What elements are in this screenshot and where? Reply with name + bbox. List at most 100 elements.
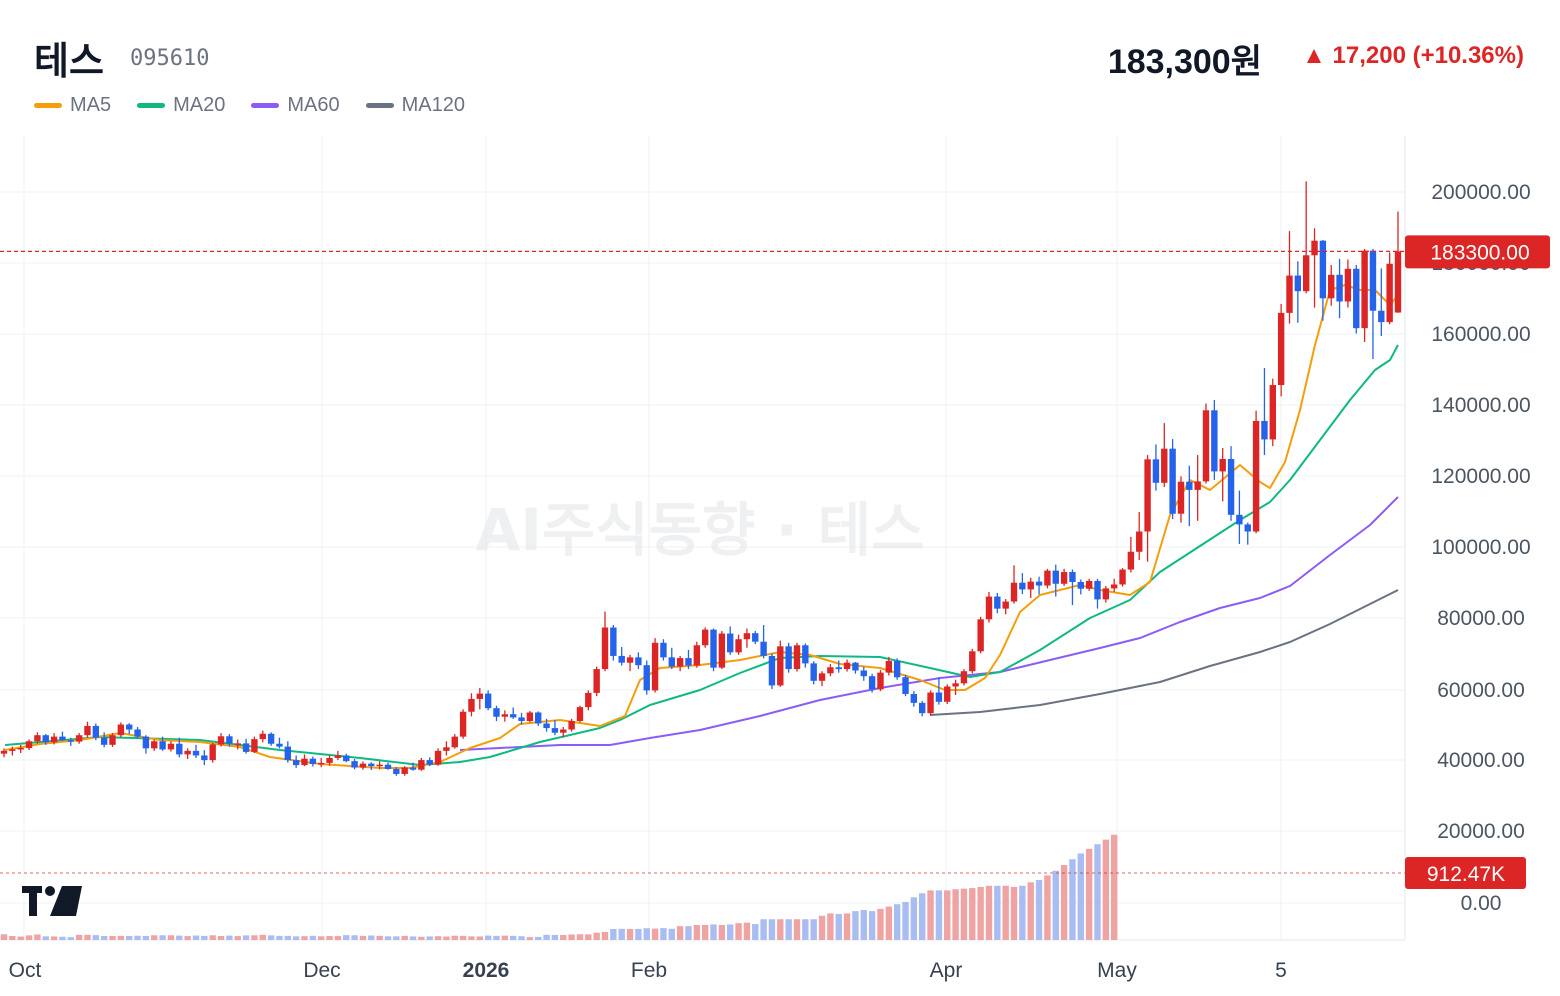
candle-body [1136, 531, 1143, 552]
volume-bar [994, 885, 1001, 940]
candle-body [601, 627, 609, 670]
volume-bar [718, 925, 726, 940]
volume-bar [100, 935, 108, 940]
candle-body [618, 655, 625, 663]
last-price-label: 183300.00 [1430, 241, 1529, 264]
volume-bar [610, 929, 617, 940]
candle-body [493, 708, 500, 717]
volume-bar [1027, 882, 1034, 940]
candle-body [877, 672, 884, 690]
volume-bar [42, 936, 49, 940]
x-tick-label: 5 [1275, 959, 1287, 982]
candle-body [1144, 459, 1151, 532]
candle-body [409, 767, 417, 770]
volume-bar [234, 936, 241, 940]
candle-body [484, 693, 492, 709]
candle-body [100, 737, 108, 745]
candle-body [359, 763, 367, 768]
candle-body [109, 735, 116, 745]
candle-body [1110, 584, 1118, 589]
y-tick-label: 40000.00 [1437, 749, 1525, 772]
legend-ma120[interactable]: MA120 [365, 94, 465, 117]
candle-body [743, 633, 751, 640]
candle-body [1361, 250, 1368, 329]
candle-body [1261, 420, 1268, 440]
volume-bar [576, 934, 584, 940]
chart-grid [0, 136, 1406, 941]
candle-body [1027, 581, 1034, 590]
y-tick-label: 100000.00 [1431, 536, 1530, 559]
volume-bar [868, 911, 876, 940]
chart-header: 테스 095610 183,300원 ▲ 17,200 (+10.36%) MA… [0, 0, 1560, 130]
candle-body [501, 714, 509, 717]
legend-ma60-label: MA60 [287, 94, 340, 116]
legend-ma60[interactable]: MA60 [251, 94, 340, 117]
volume-bar [418, 936, 425, 940]
x-tick-label: Dec [303, 959, 340, 982]
candle-body [142, 736, 150, 749]
volume-bar [309, 935, 317, 940]
candle-body [284, 746, 292, 761]
legend-ma20[interactable]: MA20 [137, 94, 225, 117]
candle-body [994, 596, 1001, 609]
candle-body [1094, 580, 1101, 600]
candle-body [860, 670, 867, 677]
candle-body [626, 657, 634, 663]
volume-bar [1002, 885, 1009, 940]
volume-bar [142, 935, 150, 940]
legend-ma5[interactable]: MA5 [34, 94, 111, 117]
candle-body [1252, 420, 1260, 532]
volume-bar [743, 922, 751, 940]
volume-bar [1052, 870, 1059, 940]
volume-bar [134, 935, 141, 940]
candle-body [1035, 581, 1043, 586]
candle-body [201, 755, 208, 761]
candle-body [526, 712, 534, 721]
legend-ma5-swatch [34, 103, 62, 108]
candle-body [42, 735, 49, 743]
volume-bar [877, 908, 884, 940]
candle-body [343, 755, 350, 762]
candle-body [701, 629, 709, 646]
stock-code: 095610 [130, 46, 210, 71]
candle-body [1328, 274, 1335, 299]
candle-body [693, 645, 701, 666]
volume-bar [1035, 880, 1043, 940]
price-chart[interactable]: AI주식동향 · 테스 200000.00 160000.00 140000.00 1… [0, 130, 1560, 996]
volume-bar [643, 928, 650, 940]
candle-body [434, 750, 442, 765]
candle-body [793, 645, 801, 670]
candle-body [952, 683, 959, 687]
y-tick-label: 60000.00 [1437, 679, 1525, 702]
candle-body [710, 629, 717, 668]
tradingview-logo-icon[interactable] [22, 886, 82, 916]
candle-body [1177, 481, 1185, 514]
y-tick-label: 140000.00 [1431, 394, 1530, 417]
volume-bar [810, 919, 817, 940]
volume-bar [17, 936, 24, 940]
candle-body [1069, 572, 1076, 582]
candle-body [126, 724, 133, 730]
candle-body [551, 728, 559, 733]
volume-bar [668, 928, 675, 940]
volume-bar [509, 935, 517, 940]
candle-body [1161, 448, 1168, 483]
candle-body [134, 729, 141, 737]
volume-bar [59, 936, 66, 940]
volume-bar [593, 932, 600, 940]
candle-body [777, 646, 784, 686]
volume-bar [969, 888, 976, 940]
volume-bar [409, 936, 417, 940]
volume-bar [1094, 844, 1101, 940]
volume-bar [701, 925, 709, 940]
volume-bar [267, 935, 275, 940]
candle-body [75, 735, 83, 742]
candle-body [1344, 268, 1352, 302]
candle-body [1378, 310, 1385, 323]
candle-body [25, 741, 33, 749]
volume-bar [710, 924, 717, 940]
candle-body [568, 720, 575, 730]
volume-bar [126, 935, 133, 940]
candle-body [1119, 569, 1126, 585]
volume-bar [1019, 885, 1026, 940]
